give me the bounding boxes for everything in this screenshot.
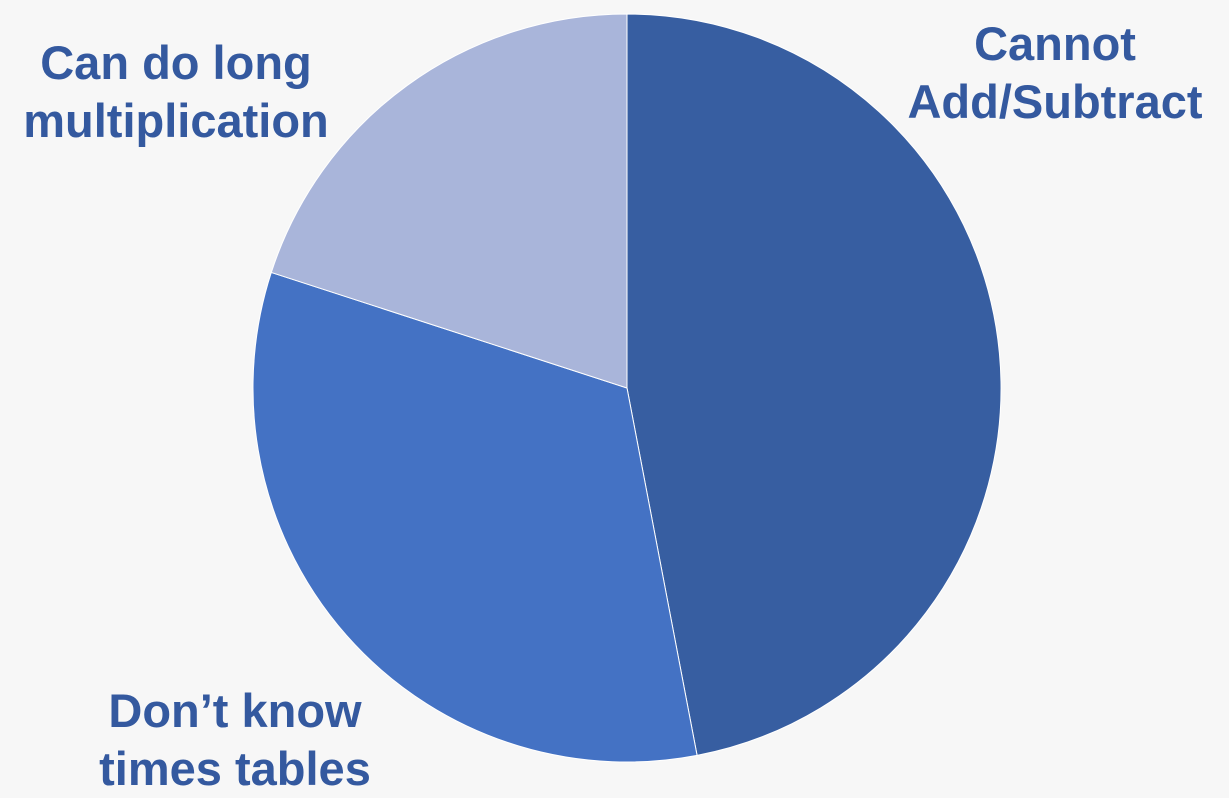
pie-slice-0 xyxy=(626,13,1002,756)
slice-label-cannot-add-subtract: Cannot Add/Subtract xyxy=(905,15,1205,131)
slice-label-line: Don’t know xyxy=(108,684,362,737)
pie-slices xyxy=(252,13,1002,763)
slice-label-line: Cannot xyxy=(974,17,1136,70)
pie-slice-2 xyxy=(270,13,628,389)
slice-label-can-do-long-multiplication: Can do long multiplication xyxy=(18,34,334,150)
pie-slice-1 xyxy=(252,271,698,763)
slice-label-line: Add/Subtract xyxy=(907,75,1203,128)
slice-label-line: times tables xyxy=(99,742,371,795)
slice-label-line: multiplication xyxy=(23,94,329,147)
slice-label-line: Can do long xyxy=(40,36,312,89)
slice-label-dont-know-times-tables: Don’t know times tables xyxy=(90,682,380,798)
